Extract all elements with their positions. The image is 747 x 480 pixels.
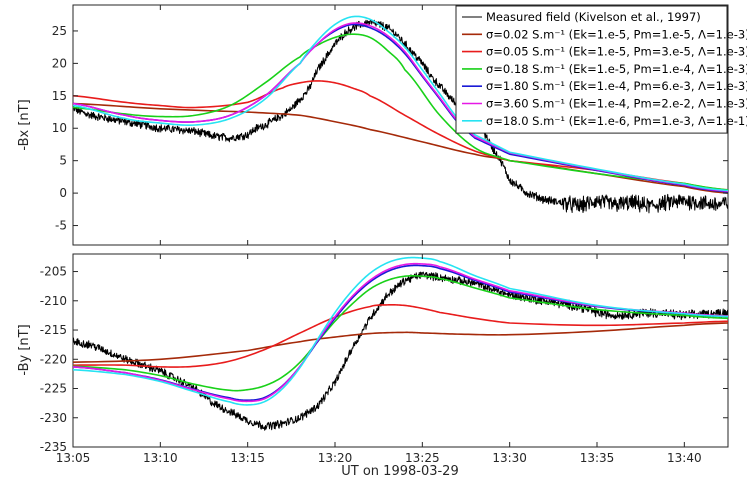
bottom-y-axis-label: -By [nT]: [17, 324, 32, 375]
xtick-label-13-05: 13:05: [56, 451, 91, 465]
bottom-ytick-label: -230: [40, 411, 67, 425]
top-series-model-6-line: [73, 15, 728, 192]
xtick-label-13-35: 13:35: [580, 451, 615, 465]
bottom-series-model-5-line: [73, 262, 728, 403]
xtick-label-13-20: 13:20: [318, 451, 353, 465]
xtick-label-13-25: 13:25: [405, 451, 440, 465]
legend-entry-6: σ=18.0 S.m⁻¹ (Ek=1.e-6, Pm=1.e-3, Λ=1.e-…: [486, 114, 747, 128]
legend-entry-2: σ=0.05 S.m⁻¹ (Ek=1.e-5, Pm=3.e-5, Λ=1.e-…: [486, 45, 747, 59]
top-panel-bx: -5 0 5 10 15 20 25 -Bx [nT] Measured field (Ki…: [17, 4, 747, 246]
legend-entry-3: σ=0.18 S.m⁻¹ (Ek=1.e-5, Pm=1.e-4, Λ=1.e-…: [486, 62, 747, 76]
bottom-ytick-label: -220: [40, 352, 67, 366]
legend-entry-1: σ=0.02 S.m⁻¹ (Ek=1.e-5, Pm=1.e-5, Λ=1.e-…: [486, 27, 747, 41]
bottom-plot-frame: [72, 253, 729, 448]
x-axis-label: UT on 1998-03-29: [341, 464, 458, 479]
bottom-series-model-4-line: [73, 264, 728, 402]
bottom-ytick-label: -210: [40, 294, 67, 308]
bottom-ytick-label: -235: [40, 440, 67, 454]
top-plot-frame: [72, 4, 729, 246]
bottom-y-axis-ticks: -235 -230 -225 -220 -215 -210 -205: [40, 265, 728, 454]
top-series-measured-field-line: [73, 19, 728, 214]
bottom-series-model-1-line: [73, 322, 728, 363]
bottom-x-axis-ticks: 13:05 13:10 13:15 13:20 13:25 13:30 13:35 13:40: [56, 254, 702, 465]
legend-entry-4: σ=1.80 S.m⁻¹ (Ek=1.e-4, Pm=6.e-3, Λ=1.e-…: [486, 79, 747, 93]
bottom-series-model-3-line: [73, 275, 728, 392]
top-ytick-label: 10: [52, 121, 67, 135]
top-series-model-5-line: [73, 22, 728, 192]
bottom-panel-by: -235-230-225-220-215-210-205 13:05 13:10 1…: [17, 253, 729, 479]
bottom-ytick-label: -225: [40, 382, 67, 396]
top-ytick-label: 5: [59, 154, 67, 168]
xtick-label-13-30: 13:30: [492, 451, 527, 465]
xtick-label-13-10: 13:10: [143, 451, 178, 465]
top-series-model-3-line: [73, 33, 728, 191]
top-y-axis-label: -Bx [nT]: [17, 99, 32, 150]
top-ytick-label: 0: [59, 186, 67, 200]
top-series-group: [73, 15, 728, 214]
top-ytick-label: 20: [52, 56, 67, 70]
legend-entry-0: Measured field (Kivelson et al., 1997): [486, 10, 701, 24]
top-ytick-label: 25: [52, 24, 67, 38]
top-y-axis-ticks: -5 0 5 10 15 20 25: [52, 24, 728, 233]
bottom-ytick-label: -205: [40, 265, 67, 279]
top-ytick-label: 15: [52, 89, 67, 103]
bottom-series-model-2-line: [73, 304, 728, 368]
bottom-ytick-label: -215: [40, 323, 67, 337]
top-ytick-label: -5: [55, 219, 67, 233]
bottom-series-model-6-line: [73, 256, 728, 406]
legend: Measured field (Kivelson et al., 1997) σ=…: [455, 5, 747, 134]
xtick-label-13-15: 13:15: [230, 451, 265, 465]
bottom-series-group: [73, 256, 728, 431]
legend-entry-5: σ=3.60 S.m⁻¹ (Ek=1.e-4, Pm=2.e-2, Λ=1.e-…: [486, 97, 747, 111]
legend-box: [455, 5, 728, 134]
xtick-label-13-40: 13:40: [667, 451, 702, 465]
